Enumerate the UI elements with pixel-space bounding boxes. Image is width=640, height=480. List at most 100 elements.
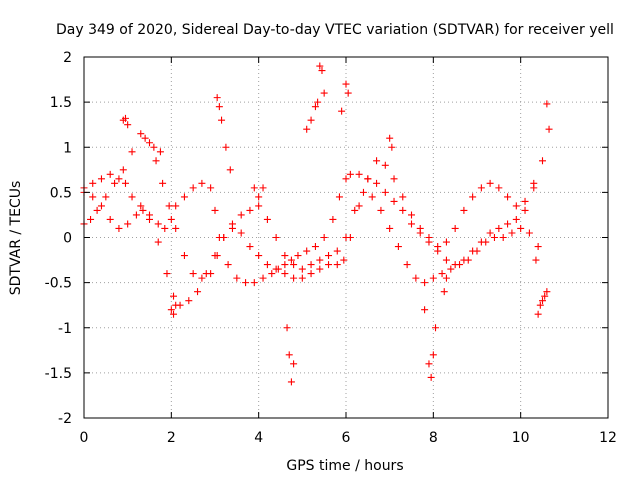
data-point: [486, 179, 494, 187]
y-tick-label: 0: [63, 231, 72, 247]
data-point: [512, 202, 520, 210]
data-point: [194, 288, 202, 296]
data-point: [218, 116, 226, 124]
data-point: [381, 161, 389, 169]
data-point: [281, 270, 289, 278]
data-point: [152, 157, 160, 165]
data-point: [340, 256, 348, 264]
data-point: [314, 98, 322, 106]
data-point: [89, 193, 97, 201]
data-point: [154, 220, 162, 228]
data-point: [237, 211, 245, 219]
data-point: [534, 310, 542, 318]
data-point: [156, 148, 164, 156]
data-point: [386, 224, 394, 232]
x-axis-label: GPS time / hours: [286, 458, 403, 474]
data-point: [473, 247, 481, 255]
data-point: [106, 170, 114, 178]
data-point: [460, 206, 468, 214]
data-point: [154, 238, 162, 246]
series-track-a: [80, 170, 538, 287]
data-point: [469, 193, 477, 201]
data-point: [165, 202, 173, 210]
data-point: [263, 261, 271, 269]
data-point: [211, 252, 219, 260]
data-point: [442, 238, 450, 246]
data-point: [303, 125, 311, 133]
data-point: [316, 265, 324, 273]
data-point: [172, 301, 180, 309]
data-point: [287, 378, 295, 386]
data-point: [172, 224, 180, 232]
data-point: [482, 238, 490, 246]
data-point: [399, 206, 407, 214]
data-point: [351, 206, 359, 214]
data-point: [285, 351, 293, 359]
data-point: [172, 202, 180, 210]
data-point: [325, 261, 333, 269]
data-point: [532, 256, 540, 264]
data-point: [287, 256, 295, 264]
data-point: [141, 134, 149, 142]
data-point: [325, 252, 333, 260]
data-point: [128, 193, 136, 201]
axis-ticks: [83, 56, 609, 419]
data-point: [311, 103, 319, 111]
y-tick-label: 0.5: [50, 185, 72, 201]
data-point: [495, 184, 503, 192]
data-point: [163, 270, 171, 278]
data-point: [283, 324, 291, 332]
data-point: [504, 220, 512, 228]
data-point: [213, 94, 221, 102]
data-point: [242, 279, 250, 287]
y-tick-label: 1.5: [50, 95, 72, 111]
data-point: [89, 179, 97, 187]
data-point: [408, 220, 415, 228]
data-point: [268, 270, 276, 278]
data-point: [447, 265, 455, 273]
y-tick-label: 2: [63, 50, 72, 66]
data-point: [543, 288, 551, 296]
x-tick-label: 6: [342, 430, 351, 446]
data-point: [464, 256, 472, 264]
data-point: [316, 256, 324, 264]
data-point: [207, 184, 215, 192]
data-point: [281, 261, 289, 269]
data-point: [128, 148, 136, 156]
data-point: [525, 229, 533, 237]
data-point: [189, 270, 197, 278]
data-point: [211, 206, 219, 214]
data-point: [403, 261, 411, 269]
series-track-c: [80, 188, 542, 309]
data-point: [290, 261, 298, 269]
data-point: [390, 197, 398, 205]
series-scatter-features: [119, 62, 553, 386]
data-point: [364, 175, 372, 183]
data-point: [290, 360, 298, 368]
data-point: [307, 261, 315, 269]
data-point: [438, 270, 446, 278]
data-point: [539, 297, 546, 305]
data-point: [294, 252, 302, 260]
data-point: [202, 270, 210, 278]
data-point: [355, 170, 363, 178]
data-point: [307, 270, 315, 278]
data-point: [146, 139, 153, 147]
data-point: [320, 89, 328, 97]
data-point: [342, 80, 350, 88]
y-tick-label: -1.5: [45, 366, 72, 382]
data-point: [432, 324, 440, 332]
data-point: [477, 184, 485, 192]
data-point: [119, 166, 127, 174]
data-point: [344, 89, 352, 97]
data-point: [246, 206, 254, 214]
data-point: [486, 229, 494, 237]
data-point: [316, 62, 324, 70]
data-point: [189, 184, 197, 192]
data-point: [512, 215, 520, 223]
tick-labels: 0 2 4 6 8 10 12 -2 -1.5 -1 -0.5 0 0.5 1 1.5 2: [45, 50, 617, 446]
data-point: [408, 211, 415, 219]
data-point: [137, 130, 145, 138]
y-tick-label: -2: [58, 411, 72, 427]
